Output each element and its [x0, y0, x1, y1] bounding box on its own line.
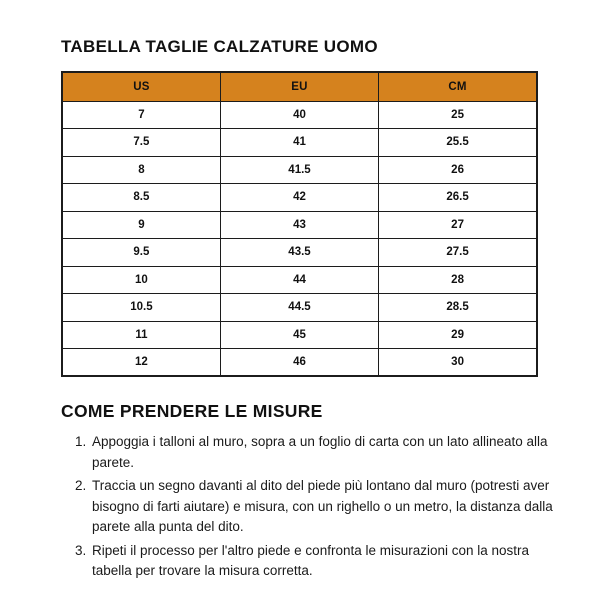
cell-cm: 27.5: [378, 238, 538, 267]
column-header-eu: EU: [219, 71, 380, 102]
measurement-section-title: COME PRENDERE LE MISURE: [61, 401, 323, 421]
cell-cm: 29: [378, 320, 538, 349]
table-row: 7 40 25: [61, 100, 538, 129]
table-row: 9.5 43.5 27.5: [61, 238, 538, 267]
table-row: 10.5 44.5 28.5: [61, 293, 538, 322]
cell-eu: 46: [219, 348, 380, 377]
table-row: 7.5 41 25.5: [61, 128, 538, 157]
cell-cm: 30: [378, 348, 538, 377]
table-row: 11 45 29: [61, 320, 538, 349]
column-header-us: US: [61, 71, 221, 102]
cell-cm: 26.5: [378, 183, 538, 212]
cell-cm: 25.5: [378, 128, 538, 157]
cell-us: 7: [61, 100, 221, 129]
size-table: US EU CM 7 40 25 7.5 41 25.5 8 41.5 26: [61, 71, 538, 377]
cell-us: 9.5: [61, 238, 221, 267]
cell-eu: 43: [219, 210, 380, 239]
cell-us: 8: [61, 155, 221, 184]
instruction-step: Traccia un segno davanti al dito del pie…: [90, 476, 558, 538]
cell-cm: 26: [378, 155, 538, 184]
page-title: TABELLA TAGLIE CALZATURE UOMO: [61, 37, 378, 56]
table-row: 12 46 30: [61, 348, 538, 377]
cell-us: 12: [61, 348, 221, 377]
cell-us: 10.5: [61, 293, 221, 322]
cell-us: 11: [61, 320, 221, 349]
table-row: 9 43 27: [61, 210, 538, 239]
instruction-step: Appoggia i talloni al muro, sopra a un f…: [90, 432, 558, 473]
column-header-cm: CM: [378, 71, 538, 102]
cell-eu: 44.5: [219, 293, 380, 322]
cell-eu: 41.5: [219, 155, 380, 184]
table-row: 8.5 42 26.5: [61, 183, 538, 212]
cell-us: 9: [61, 210, 221, 239]
size-table-header: US EU CM: [61, 71, 538, 102]
cell-us: 8.5: [61, 183, 221, 212]
cell-eu: 41: [219, 128, 380, 157]
cell-eu: 43.5: [219, 238, 380, 267]
table-row: 10 44 28: [61, 265, 538, 294]
cell-us: 7.5: [61, 128, 221, 157]
cell-cm: 28: [378, 265, 538, 294]
cell-cm: 28.5: [378, 293, 538, 322]
instruction-step: Ripeti il processo per l'altro piede e c…: [90, 541, 558, 582]
cell-eu: 40: [219, 100, 380, 129]
measurement-instructions-list: Appoggia i talloni al muro, sopra a un f…: [66, 432, 558, 582]
cell-cm: 27: [378, 210, 538, 239]
cell-eu: 44: [219, 265, 380, 294]
cell-cm: 25: [378, 100, 538, 129]
table-header-row: US EU CM: [61, 71, 538, 102]
cell-eu: 42: [219, 183, 380, 212]
size-table-body: 7 40 25 7.5 41 25.5 8 41.5 26 8.5 42 26.…: [61, 100, 538, 377]
table-row: 8 41.5 26: [61, 155, 538, 184]
cell-eu: 45: [219, 320, 380, 349]
size-guide-page: TABELLA TAGLIE CALZATURE UOMO US EU CM 7…: [0, 37, 600, 600]
cell-us: 10: [61, 265, 221, 294]
